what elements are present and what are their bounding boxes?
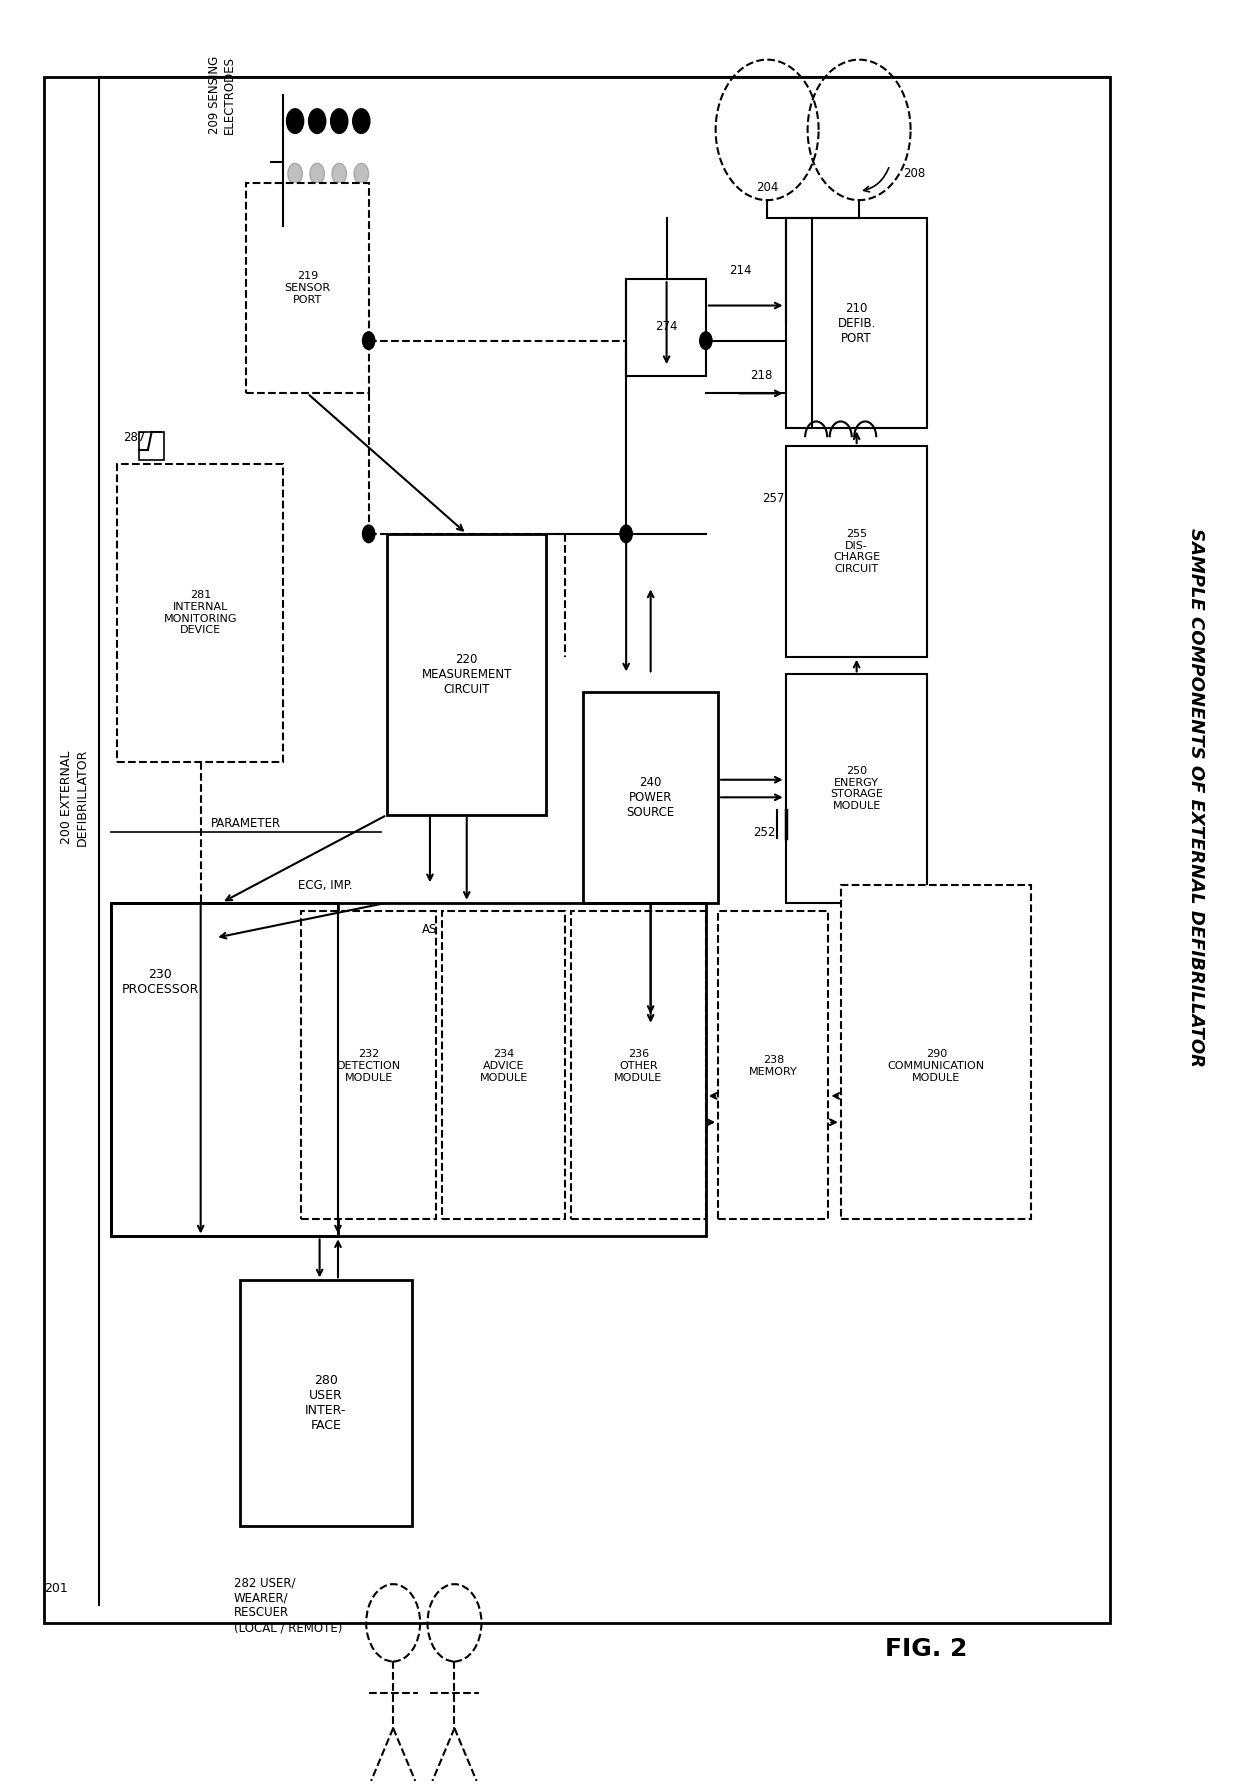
Text: 234
ADVICE
MODULE: 234 ADVICE MODULE	[480, 1049, 528, 1083]
Text: 250
ENERGY
STORAGE
MODULE: 250 ENERGY STORAGE MODULE	[831, 765, 883, 812]
Text: 252: 252	[754, 826, 776, 838]
Circle shape	[353, 164, 368, 184]
FancyBboxPatch shape	[43, 77, 1111, 1623]
FancyBboxPatch shape	[443, 912, 565, 1218]
FancyBboxPatch shape	[583, 692, 718, 903]
FancyBboxPatch shape	[570, 912, 706, 1218]
FancyBboxPatch shape	[785, 218, 926, 428]
FancyBboxPatch shape	[301, 912, 436, 1218]
Circle shape	[310, 241, 325, 262]
Circle shape	[332, 164, 346, 184]
FancyBboxPatch shape	[626, 278, 706, 376]
Circle shape	[309, 109, 326, 134]
Circle shape	[288, 164, 303, 184]
FancyBboxPatch shape	[785, 674, 926, 903]
FancyBboxPatch shape	[239, 1281, 412, 1525]
FancyBboxPatch shape	[139, 432, 164, 460]
Text: 230
PROCESSOR: 230 PROCESSOR	[122, 967, 198, 995]
Text: 209 SENSING
ELECTRODES: 209 SENSING ELECTRODES	[207, 55, 236, 134]
FancyBboxPatch shape	[841, 885, 1030, 1218]
Circle shape	[362, 524, 374, 542]
Text: 290
COMMUNICATION
MODULE: 290 COMMUNICATION MODULE	[888, 1049, 985, 1083]
Text: SAMPLE COMPONENTS OF EXTERNAL DEFIBRILLATOR: SAMPLE COMPONENTS OF EXTERNAL DEFIBRILLA…	[1187, 528, 1205, 1067]
FancyBboxPatch shape	[387, 533, 547, 815]
Circle shape	[352, 109, 370, 134]
Circle shape	[353, 241, 368, 262]
FancyBboxPatch shape	[785, 446, 926, 657]
Circle shape	[332, 241, 346, 262]
Circle shape	[620, 524, 632, 542]
Text: 240
POWER
SOURCE: 240 POWER SOURCE	[626, 776, 675, 819]
Circle shape	[332, 202, 346, 223]
Text: 220
MEASUREMENT
CIRCUIT: 220 MEASUREMENT CIRCUIT	[422, 653, 512, 696]
Text: 257: 257	[763, 492, 785, 505]
Text: 280
USER
INTER-
FACE: 280 USER INTER- FACE	[305, 1374, 346, 1433]
FancyBboxPatch shape	[246, 182, 368, 392]
Text: 232
DETECTION
MODULE: 232 DETECTION MODULE	[336, 1049, 401, 1083]
FancyBboxPatch shape	[118, 464, 283, 762]
Circle shape	[699, 332, 712, 350]
Text: 204: 204	[756, 182, 779, 194]
Text: 274: 274	[656, 319, 678, 334]
Circle shape	[288, 202, 303, 223]
Text: 287: 287	[124, 430, 146, 444]
Text: ECG, IMP.: ECG, IMP.	[299, 880, 353, 892]
Circle shape	[353, 202, 368, 223]
Circle shape	[286, 109, 304, 134]
Text: 208: 208	[903, 168, 925, 180]
Text: 282 USER/
WEARER/
RESCUER
(LOCAL / REMOTE): 282 USER/ WEARER/ RESCUER (LOCAL / REMOT…	[234, 1577, 342, 1634]
Text: 219
SENSOR
PORT: 219 SENSOR PORT	[284, 271, 330, 305]
Circle shape	[331, 109, 347, 134]
Circle shape	[362, 332, 374, 350]
Text: 214: 214	[729, 264, 751, 277]
Text: 201: 201	[43, 1582, 67, 1595]
Text: FIG. 2: FIG. 2	[885, 1638, 967, 1661]
Text: 281
INTERNAL
MONITORING
DEVICE: 281 INTERNAL MONITORING DEVICE	[164, 591, 237, 635]
FancyBboxPatch shape	[112, 903, 339, 1236]
FancyBboxPatch shape	[718, 912, 828, 1218]
Text: 200 EXTERNAL
DEFIBRILLATOR: 200 EXTERNAL DEFIBRILLATOR	[61, 749, 88, 846]
Text: PARAMETER: PARAMETER	[211, 817, 281, 830]
Text: 255
DIS-
CHARGE
CIRCUIT: 255 DIS- CHARGE CIRCUIT	[833, 530, 880, 574]
Text: 236
OTHER
MODULE: 236 OTHER MODULE	[614, 1049, 662, 1083]
Text: 238
MEMORY: 238 MEMORY	[749, 1056, 797, 1078]
Circle shape	[310, 164, 325, 184]
Text: 210
DEFIB.
PORT: 210 DEFIB. PORT	[837, 301, 875, 344]
Circle shape	[288, 241, 303, 262]
Circle shape	[310, 202, 325, 223]
Text: AS: AS	[423, 922, 438, 935]
Text: 218: 218	[750, 369, 773, 382]
